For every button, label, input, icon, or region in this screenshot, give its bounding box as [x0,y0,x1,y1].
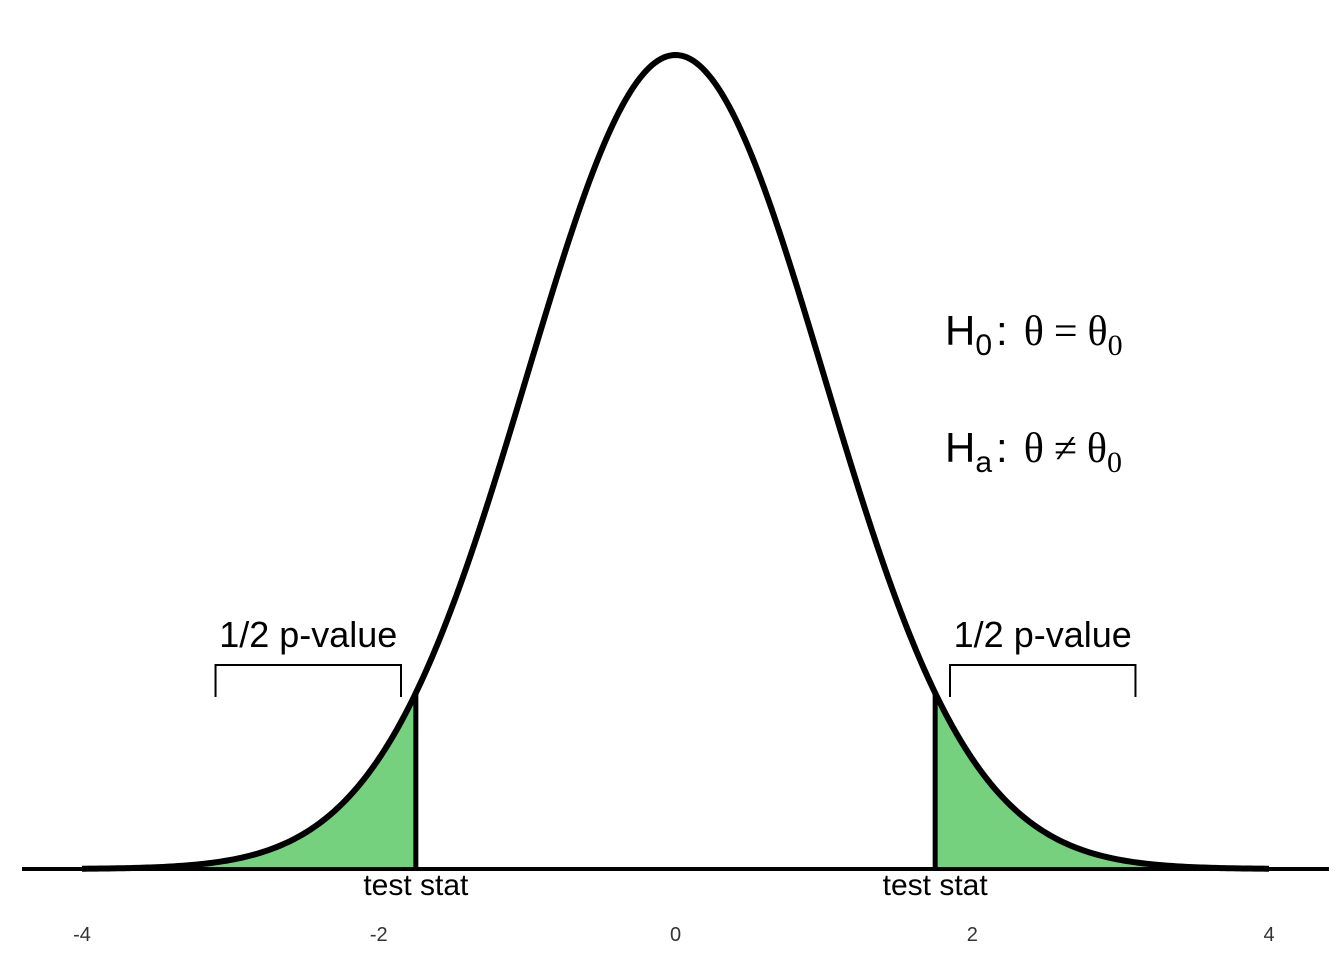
right-test-stat-label: test stat [883,869,989,902]
left-p-value-bracket [214,664,403,697]
p-value-brackets: 1/2 p-value 1/2 p-value [214,614,1137,697]
density-curve [81,52,1270,872]
x-tick-label: 4 [1263,924,1274,946]
x-axis-tick-labels: -4 -2 0 2 4 [73,924,1274,946]
x-tick-label: 2 [967,924,978,946]
right-p-value-label: 1/2 p-value [954,614,1132,655]
left-test-stat-label: test stat [363,869,469,902]
x-tick-label: 0 [670,924,681,946]
null-hypothesis: H0: θ = θ0 [945,307,1123,362]
x-tick-label: -4 [73,924,91,946]
shaded-tail-areas [80,692,1271,871]
x-tick-label: -2 [370,924,388,946]
right-p-value-bracket [948,664,1137,697]
test-stat-lines: test stat test stat [363,692,989,902]
alternative-hypothesis: Ha: θ ≠ θ0 [945,424,1122,479]
left-p-value-label: 1/2 p-value [219,614,397,655]
